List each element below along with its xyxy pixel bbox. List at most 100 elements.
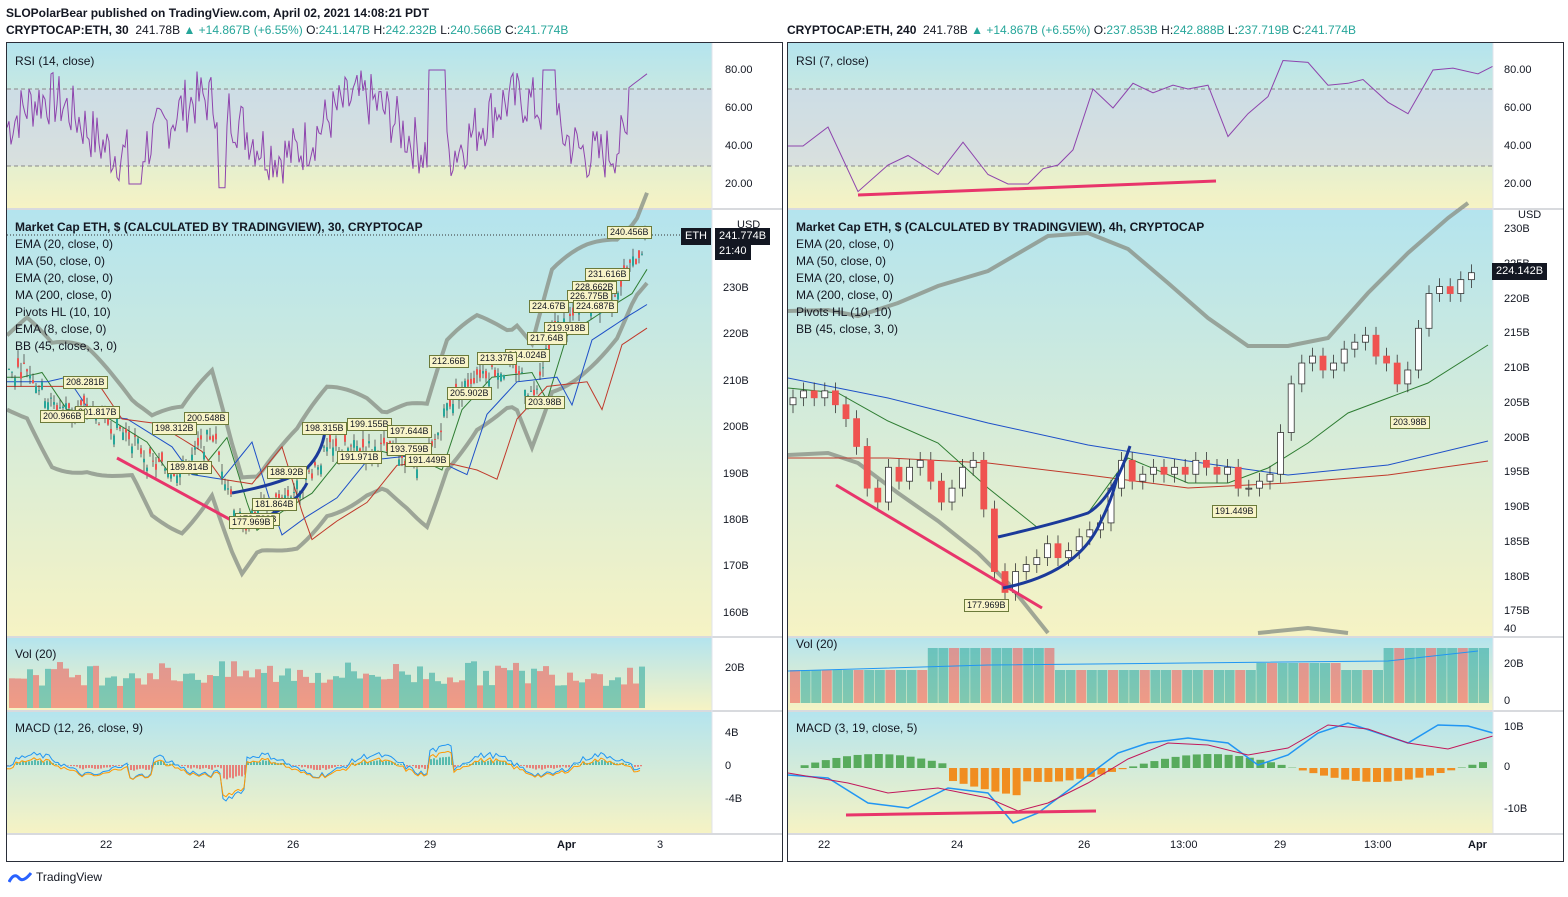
indicator-legend-item: Pivots HL (10, 10) — [796, 305, 892, 319]
macd-histogram-bar — [28, 761, 30, 765]
pivot-label: 217.64B — [527, 332, 567, 346]
volume-bar — [1139, 670, 1150, 703]
candle-body — [629, 259, 631, 263]
candle-body — [1393, 362, 1401, 385]
volume-bar — [1108, 670, 1118, 703]
right-chart-panel[interactable]: RSI (7, close) 80.00 60.00 40.00 20.00 M… — [787, 42, 1564, 862]
candle-body — [1351, 341, 1359, 350]
cup-curve — [997, 445, 1132, 590]
macd-histogram-bar — [1447, 768, 1456, 771]
macd-histogram-bar — [388, 761, 390, 765]
volume-bar — [1362, 670, 1373, 703]
pivot-label: 177.969B — [229, 516, 274, 530]
macd-histogram-bar — [232, 765, 234, 779]
volume-bar — [1383, 648, 1394, 703]
macd-histogram-bar — [88, 765, 90, 768]
volume-bar — [821, 670, 832, 703]
volume-bar — [33, 675, 39, 708]
volume-bar — [171, 680, 177, 708]
macd-histogram-bar — [832, 757, 841, 768]
indicator-legend-item: MA (200, close, 0) — [15, 288, 112, 302]
macd-histogram-bar — [244, 765, 246, 775]
volume-bar — [237, 676, 243, 708]
pivot-label: 198.312B — [152, 422, 197, 436]
macd-histogram-bar — [109, 765, 111, 768]
date-axis-tick: 29 — [1274, 839, 1287, 851]
macd-histogram-bar — [94, 765, 96, 769]
macd-histogram-bar — [896, 755, 904, 768]
candle-body — [383, 437, 385, 444]
candle-body — [548, 344, 550, 350]
macd-histogram-bar — [991, 768, 1000, 792]
volume-bar — [9, 678, 15, 708]
macd-histogram-bar — [223, 765, 225, 779]
macd-histogram-bar — [361, 762, 363, 765]
macd-histogram-bar — [1351, 768, 1360, 781]
left-chart-panel[interactable]: RSI (14, close) 80.00 60.00 40.00 20.00 … — [6, 42, 783, 862]
volume-bar — [1256, 663, 1267, 703]
volume-bar — [303, 676, 309, 708]
candle-body — [503, 375, 505, 379]
macd-histogram-bar — [1150, 761, 1159, 768]
macd-histogram-bar — [172, 763, 174, 765]
volume-bar — [339, 677, 345, 708]
right-chart-canvas[interactable] — [788, 43, 1563, 861]
candle-body — [641, 253, 643, 255]
macd-histogram-bar — [478, 761, 480, 765]
left-change: ▲ +14.867B (+6.55%) — [183, 23, 303, 37]
volume-bar — [1150, 670, 1161, 703]
candle-body — [125, 428, 127, 433]
candle-body — [23, 362, 25, 364]
right-macd-tick: 0 — [1504, 761, 1511, 773]
macd-histogram-bar — [439, 757, 441, 765]
macd-histogram-bar — [22, 761, 24, 765]
volume-bar — [1330, 663, 1341, 703]
signal-line — [7, 750, 641, 798]
macd-histogram-bar — [1404, 768, 1413, 780]
volume-bar — [1023, 648, 1034, 703]
left-macd-tick: 4B — [725, 727, 739, 739]
bb-lower — [1257, 625, 1349, 635]
macd-histogram-bar — [25, 761, 27, 765]
volume-bar — [57, 662, 63, 708]
candle-body — [452, 403, 454, 414]
candle-body — [317, 467, 319, 470]
pivot-label: 203.98B — [1390, 416, 1430, 429]
candle-body — [224, 484, 226, 490]
candle-body — [1446, 286, 1454, 294]
macd-histogram-bar — [1182, 755, 1191, 768]
volume-bar — [639, 666, 645, 708]
candle-body — [215, 433, 217, 440]
candle-body — [152, 460, 154, 462]
macd-histogram-bar — [949, 768, 957, 782]
volume-bar — [141, 684, 147, 708]
macd-histogram-bar — [331, 765, 333, 768]
candle-body — [863, 446, 871, 489]
macd-histogram-bar — [541, 765, 543, 770]
macd-histogram-bar — [1139, 763, 1148, 768]
macd-histogram-bar — [1214, 754, 1222, 768]
candle-body — [479, 369, 481, 378]
candle-body — [1139, 473, 1147, 482]
macd-histogram-bar — [1023, 768, 1032, 782]
candle-body — [83, 395, 85, 404]
macd-histogram-bar — [367, 762, 369, 765]
volume-bar — [843, 670, 853, 703]
indicator-legend-item: EMA (20, close, 0) — [796, 271, 895, 285]
volume-bar — [111, 676, 117, 708]
signal-line — [788, 724, 1494, 812]
candle-body — [182, 460, 184, 463]
candle-body — [50, 397, 52, 399]
macd-histogram-bar — [1415, 768, 1424, 778]
candle-body — [389, 441, 391, 445]
volume-bar — [441, 683, 447, 708]
tradingview-footer[interactable]: TradingView — [8, 870, 102, 884]
rsi-line — [788, 59, 1494, 193]
macd-histogram-bar — [1245, 757, 1254, 768]
macd-histogram-bar — [400, 764, 402, 765]
macd-histogram-bar — [37, 760, 39, 765]
macd-histogram-bar — [112, 765, 114, 767]
candle-body — [353, 440, 355, 448]
right-vol-tick: 20B — [1504, 658, 1524, 670]
date-axis-tick: 26 — [287, 839, 300, 851]
